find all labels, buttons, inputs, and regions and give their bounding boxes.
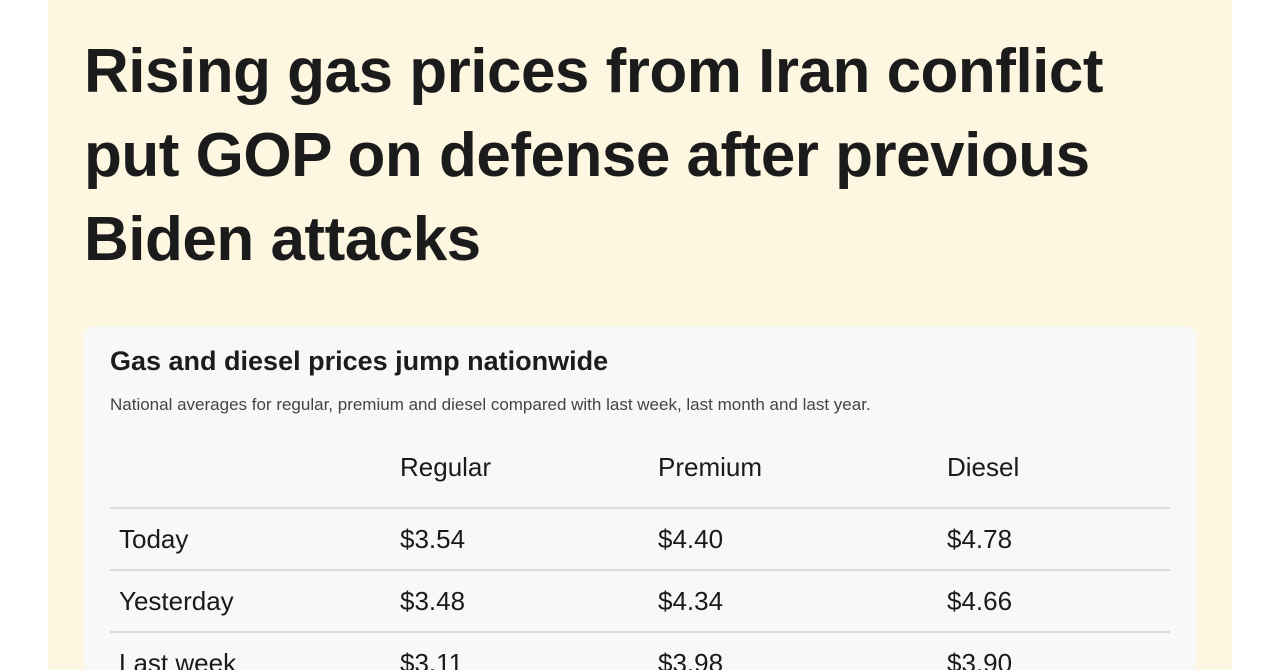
table-subtitle: National averages for regular, premium a…: [110, 395, 871, 414]
premium-price: $3.98: [658, 631, 947, 670]
table-title: Gas and diesel prices jump nationwide: [110, 346, 609, 376]
regular-price: $3.48: [400, 569, 658, 632]
article-card: Rising gas prices from Iran conflict put…: [48, 0, 1232, 670]
column-header-regular: Regular: [400, 452, 492, 482]
table-row: Yesterday $3.48 $4.34 $4.66: [110, 569, 1170, 632]
table-row: Today $3.54 $4.40 $4.78: [110, 507, 1170, 570]
column-header-premium: Premium: [658, 452, 763, 482]
article-headline[interactable]: Rising gas prices from Iran conflict put…: [84, 37, 1104, 274]
row-label: Last week: [110, 631, 400, 670]
diesel-price: $4.78: [947, 507, 1170, 570]
table-row: Last week $3.11 $3.98 $3.90: [110, 631, 1170, 670]
premium-price: $4.40: [658, 507, 947, 570]
price-table: Regular Premium Diesel Today $3.54 $4.40…: [110, 446, 1170, 670]
column-header-blank: [110, 446, 400, 508]
price-table-card: Gas and diesel prices jump nationwide Na…: [84, 326, 1196, 670]
diesel-price: $3.90: [947, 631, 1170, 670]
regular-price: $3.11: [400, 631, 658, 670]
diesel-price: $4.66: [947, 569, 1170, 632]
column-header-diesel: Diesel: [947, 452, 1020, 482]
premium-price: $4.34: [658, 569, 947, 632]
row-label: Today: [110, 507, 400, 570]
regular-price: $3.54: [400, 507, 658, 570]
row-label: Yesterday: [110, 569, 400, 632]
table-header-row: Regular Premium Diesel: [110, 446, 1170, 508]
